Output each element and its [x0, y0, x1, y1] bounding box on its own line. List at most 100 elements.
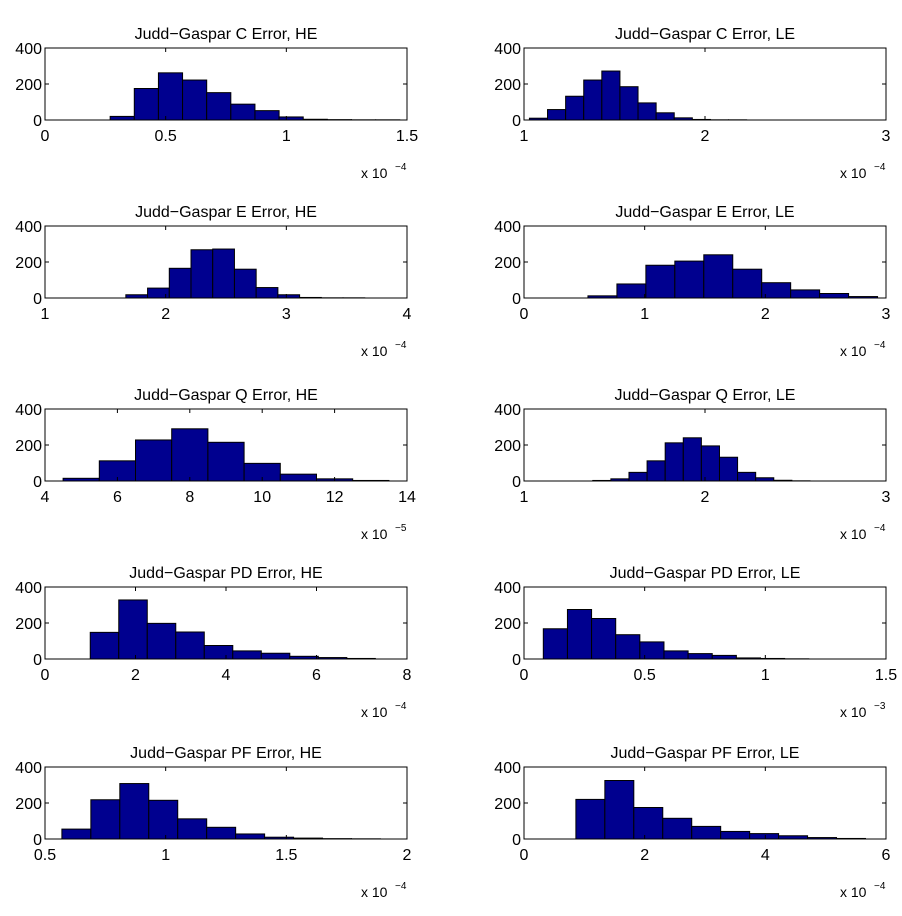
subplot-6: 1 2 3 0 200 400 Judd−Gaspar Q Error, LE x 10 −4	[494, 387, 890, 542]
subplot-title: Judd−Gaspar C Error, HE	[135, 26, 318, 43]
y-tick-label: 0	[33, 113, 42, 130]
subplot-title: Judd−Gaspar PD Error, LE	[610, 565, 801, 582]
histogram-bar	[655, 112, 675, 121]
histogram-bar	[711, 654, 737, 660]
histogram-bar	[646, 460, 666, 482]
histogram-bar	[700, 445, 720, 482]
y-tick-label: 0	[512, 474, 521, 491]
x-tick-label: 8	[403, 667, 412, 684]
y-tick-label: 400	[15, 760, 42, 777]
subplot-8: 0 0.5 1 1.5 0 200 400 Judd−Gaspar PD Error, LE x…	[494, 565, 897, 720]
subplot-title: Judd−Gaspar C Error, LE	[615, 26, 795, 43]
histogram-bar	[260, 652, 291, 660]
histogram-bar	[639, 641, 665, 660]
x-axis-multiplier: x 10	[361, 165, 388, 181]
y-tick-label: 400	[494, 41, 521, 58]
subplot-9: 0.5 1 1.5 2 0 200 400 Judd−Gaspar PF Error, HE x…	[15, 745, 411, 900]
x-tick-label: 4	[222, 667, 231, 684]
y-tick-label: 400	[15, 580, 42, 597]
x-axis-multiplier-exponent: −4	[395, 162, 407, 173]
x-tick-label: 2	[403, 847, 412, 864]
histogram-bar	[135, 439, 173, 482]
histogram-bar	[674, 260, 705, 299]
x-tick-label: 0	[41, 128, 50, 145]
x-tick-label: 1	[640, 306, 649, 323]
histogram-bar	[207, 441, 245, 482]
x-tick-label: 2	[161, 306, 170, 323]
histogram-bar	[232, 650, 262, 660]
x-axis-multiplier: x 10	[840, 704, 867, 720]
histogram-bar	[148, 799, 179, 840]
x-tick-label: 4	[41, 489, 50, 506]
y-tick-label: 200	[494, 796, 521, 813]
y-tick-label: 400	[15, 41, 42, 58]
y-tick-label: 400	[15, 402, 42, 419]
histogram-bar	[146, 622, 177, 660]
y-tick-label: 400	[494, 580, 521, 597]
subplot-3: 1 2 3 4 0 200 400 Judd−Gaspar E Error, HE x 10 −4	[15, 204, 411, 359]
x-axis-multiplier-exponent: −4	[874, 523, 886, 534]
histogram-bar	[616, 283, 647, 299]
histogram-bar	[663, 650, 689, 660]
histogram-bar	[90, 799, 121, 840]
subplot-4: 0 1 2 3 0 200 400 Judd−Gaspar E Error, LE x 10 −4	[494, 204, 890, 359]
histogram-bar	[718, 456, 739, 482]
y-tick-label: 400	[494, 760, 521, 777]
subplot-7: 0 2 4 6 8 0 200 400 Judd−Gaspar PD Error, HE x 10…	[15, 565, 411, 720]
x-axis-multiplier-exponent: −4	[395, 701, 407, 712]
y-tick-label: 200	[494, 77, 521, 94]
histogram-bar	[637, 102, 657, 121]
histogram-bar	[615, 634, 641, 660]
subplot-title: Judd−Gaspar Q Error, LE	[615, 387, 796, 404]
histogram-bar	[542, 628, 568, 660]
histogram-bar	[691, 825, 722, 840]
y-tick-label: 400	[15, 219, 42, 236]
subplot-title: Judd−Gaspar E Error, HE	[135, 204, 317, 221]
y-tick-label: 400	[494, 219, 521, 236]
x-axis-multiplier-exponent: −5	[395, 523, 407, 534]
histogram-bar	[133, 88, 159, 121]
subplot-title: Judd−Gaspar PF Error, HE	[130, 745, 322, 762]
y-tick-label: 200	[15, 255, 42, 272]
histogram-bar	[190, 249, 214, 299]
histogram-bar	[119, 783, 150, 840]
x-axis-multiplier-exponent: −4	[874, 340, 886, 351]
subplot-10: 0 2 4 6 0 200 400 Judd−Gaspar PF Error, LE x 10−…	[494, 745, 890, 900]
histogram-bar	[633, 807, 664, 840]
x-tick-label: 1	[282, 128, 291, 145]
histogram-bar	[89, 631, 120, 660]
y-tick-label: 200	[15, 796, 42, 813]
histogram-bar	[230, 103, 256, 121]
histogram-bar	[575, 798, 606, 840]
x-tick-label: 1.5	[396, 128, 418, 145]
histogram-bar	[737, 471, 757, 482]
histogram-bar	[583, 79, 603, 121]
histogram-bar	[628, 471, 648, 482]
subplot-2: 1 2 3 0 200 400 Judd−Gaspar C Error, LE x 10 −4	[494, 26, 890, 181]
subplot-1: 0 0.5 1 1.5 0 200 400 Judd−Gaspar C Error, HE x …	[15, 26, 418, 181]
histogram-bar	[749, 833, 780, 840]
histogram-bar	[566, 609, 593, 660]
histogram-bar	[168, 267, 192, 299]
y-tick-label: 200	[15, 616, 42, 633]
x-tick-label: 1	[520, 128, 529, 145]
x-axis-multiplier-exponent: −4	[395, 340, 407, 351]
x-tick-label: 3	[882, 306, 891, 323]
histogram-bar	[118, 599, 148, 660]
x-tick-label: 4	[761, 847, 770, 864]
subplot-5: 4 6 8 10 12 14 0 200 400 Judd−Gaspar Q Error, HE x…	[15, 387, 416, 542]
histogram-bar	[206, 826, 237, 840]
histogram-bar	[682, 437, 702, 482]
x-axis-multiplier: x 10	[840, 343, 867, 359]
histogram-bar	[720, 830, 751, 840]
y-tick-label: 200	[15, 77, 42, 94]
subplot-title: Judd−Gaspar PD Error, HE	[129, 565, 322, 582]
histogram-bar	[206, 92, 232, 121]
x-tick-label: 1.5	[275, 847, 297, 864]
x-tick-label: 1	[520, 489, 529, 506]
x-tick-label: 0.5	[634, 667, 656, 684]
y-tick-label: 0	[33, 474, 42, 491]
x-axis-multiplier: x 10	[840, 884, 867, 900]
histogram-bar	[732, 268, 763, 299]
